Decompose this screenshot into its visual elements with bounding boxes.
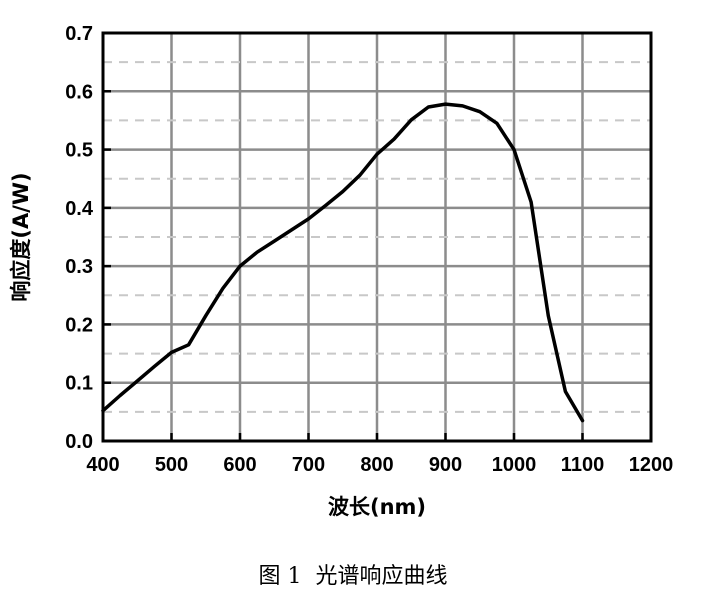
x-axis-title: 波长(nm) — [328, 495, 426, 519]
x-tick-label: 1100 — [561, 454, 604, 476]
y-axis-ticks: 0.0 0.1 0.2 0.3 0.4 0.5 0.6 0.7 — [65, 23, 94, 453]
x-tick-label: 800 — [360, 454, 393, 476]
plot-area — [101, 102, 585, 423]
x-tick-label: 400 — [86, 454, 119, 476]
y-tick-label: 0.5 — [65, 140, 93, 162]
figure-caption: 图 1 光谱响应曲线 — [259, 564, 448, 589]
y-tick-label: 0.7 — [65, 23, 93, 45]
y-tick-label: 0.6 — [65, 81, 93, 103]
x-tick-label: 900 — [429, 454, 462, 476]
grid — [103, 33, 651, 441]
x-tick-label: 600 — [223, 454, 256, 476]
y-tick-label: 0.3 — [65, 256, 93, 278]
x-tick-label: 700 — [292, 454, 325, 476]
x-tick-label: 500 — [155, 454, 188, 476]
series-line — [101, 102, 585, 423]
y-tick-label: 0.2 — [65, 314, 93, 336]
y-tick-label: 0.0 — [65, 431, 93, 453]
y-tick-label: 0.4 — [65, 198, 94, 220]
x-axis-ticks: 400 500 600 700 800 900 1000 1100 1200 — [86, 454, 673, 476]
x-tick-label: 1000 — [492, 454, 537, 476]
x-tick-label: 1200 — [629, 454, 674, 476]
tick-marks — [101, 31, 653, 443]
y-axis-title: 响应度(A/W) — [9, 172, 33, 301]
y-tick-label: 0.1 — [65, 373, 93, 395]
